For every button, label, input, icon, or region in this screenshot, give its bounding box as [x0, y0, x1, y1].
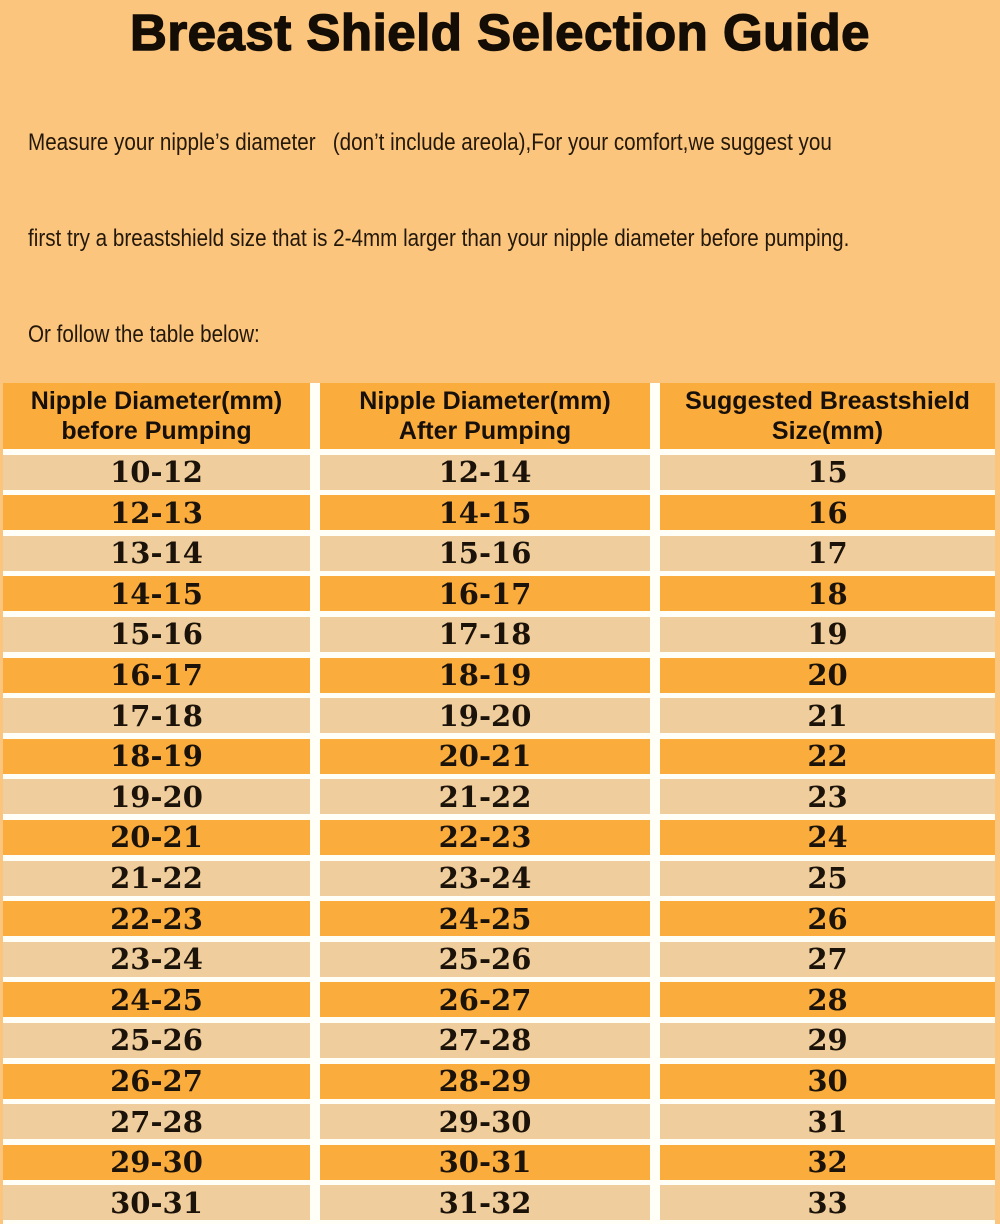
- table-cell-r12-c1: 22-23: [3, 901, 310, 937]
- header-line-1: Nipple Diameter(mm): [359, 386, 611, 415]
- table-cell-r8-c1: 18-19: [3, 738, 310, 774]
- table-cell-r9-c3: 23: [660, 779, 995, 815]
- table-cell-r16-c3: 30: [660, 1063, 995, 1099]
- table-cell-r4-c1: 14-15: [3, 576, 310, 612]
- table-cell-r2-c1: 12-13: [3, 495, 310, 531]
- table-cell-r19-c2: 31-32: [320, 1185, 650, 1221]
- table-cell-r17-c3: 31: [660, 1104, 995, 1140]
- table-cell-r6-c3: 20: [660, 657, 995, 693]
- intro-line-2: first try a breastshield size that is 2-…: [28, 225, 850, 252]
- header-line-1: Nipple Diameter(mm): [30, 386, 283, 415]
- table-cell-r16-c1: 26-27: [3, 1063, 310, 1099]
- intro-line-3: Or follow the table below:: [28, 321, 260, 348]
- header-cell-2: Nipple Diameter(mm) After Pumping: [320, 383, 650, 449]
- header-cell-1: Nipple Diameter(mm) before Pumping: [3, 383, 310, 449]
- table-cell-r16-c2: 28-29: [320, 1063, 650, 1099]
- table-cell-r2-c3: 16: [660, 495, 995, 531]
- table-cell-r10-c1: 20-21: [3, 819, 310, 855]
- table-cell-r1-c1: 10-12: [3, 454, 310, 490]
- table-cell-r15-c2: 27-28: [320, 1022, 650, 1058]
- table-cell-r6-c2: 18-19: [320, 657, 650, 693]
- table-cell-r19-c3: 33: [660, 1185, 995, 1221]
- table-cell-r9-c1: 19-20: [3, 779, 310, 815]
- table-cell-r8-c2: 20-21: [320, 738, 650, 774]
- table-cell-r12-c3: 26: [660, 901, 995, 937]
- table-cell-r8-c3: 22: [660, 738, 995, 774]
- table-cell-r19-c1: 30-31: [3, 1185, 310, 1221]
- table-cell-r10-c2: 22-23: [320, 819, 650, 855]
- intro-line-1: Measure your nipple’s diameter (don’t in…: [28, 129, 832, 156]
- table-cell-r9-c2: 21-22: [320, 779, 650, 815]
- table-cell-r12-c2: 24-25: [320, 901, 650, 937]
- header-line-2: Size(mm): [771, 417, 884, 445]
- table-cell-r13-c2: 25-26: [320, 941, 650, 977]
- header-cell-3: Suggested Breastshield Size(mm): [660, 383, 995, 449]
- table-cell-r15-c3: 29: [660, 1022, 995, 1058]
- table-cell-r18-c3: 32: [660, 1144, 995, 1180]
- table-cell-r11-c3: 25: [660, 860, 995, 896]
- header-line-2: before Pumping: [61, 417, 252, 445]
- table-cell-r18-c1: 29-30: [3, 1144, 310, 1180]
- table-cell-r2-c2: 14-15: [320, 495, 650, 531]
- table-cell-r4-c3: 18: [660, 576, 995, 612]
- table-cell-r6-c1: 16-17: [3, 657, 310, 693]
- table-cell-r5-c1: 15-16: [3, 616, 310, 652]
- table-cell-r18-c2: 30-31: [320, 1144, 650, 1180]
- table-cell-r7-c3: 21: [660, 698, 995, 734]
- table-cell-r3-c2: 15-16: [320, 535, 650, 571]
- table-cell-r15-c1: 25-26: [3, 1022, 310, 1058]
- table-cell-r11-c2: 23-24: [320, 860, 650, 896]
- table-cell-r7-c1: 17-18: [3, 698, 310, 734]
- table-cell-r4-c2: 16-17: [320, 576, 650, 612]
- header-line-1: Suggested Breastshield: [685, 386, 970, 415]
- page: { "page": { "title": "Breast Shield Sele…: [3, 4, 995, 1224]
- table-cell-r11-c1: 21-22: [3, 860, 310, 896]
- page-title: Breast Shield Selection Guide: [129, 4, 871, 61]
- table-cell-r3-c3: 17: [660, 535, 995, 571]
- table-cell-r1-c3: 15: [660, 454, 995, 490]
- table-cell-r17-c1: 27-28: [3, 1104, 310, 1140]
- table-cell-r3-c1: 13-14: [3, 535, 310, 571]
- selection-table: Nipple Diameter(mm) before Pumping Nipple …: [3, 383, 995, 1224]
- table-cell-r10-c3: 24: [660, 819, 995, 855]
- table-cell-r13-c3: 27: [660, 941, 995, 977]
- table-cell-r5-c3: 19: [660, 616, 995, 652]
- table-cell-r7-c2: 19-20: [320, 698, 650, 734]
- table-cell-r5-c2: 17-18: [320, 616, 650, 652]
- intro-text: Measure your nipple’s diameter (don’t in…: [28, 63, 864, 383]
- header-line-2: After Pumping: [398, 417, 572, 445]
- table-cell-r17-c2: 29-30: [320, 1104, 650, 1140]
- table-cell-r13-c1: 23-24: [3, 941, 310, 977]
- table-cell-r1-c2: 12-14: [320, 454, 650, 490]
